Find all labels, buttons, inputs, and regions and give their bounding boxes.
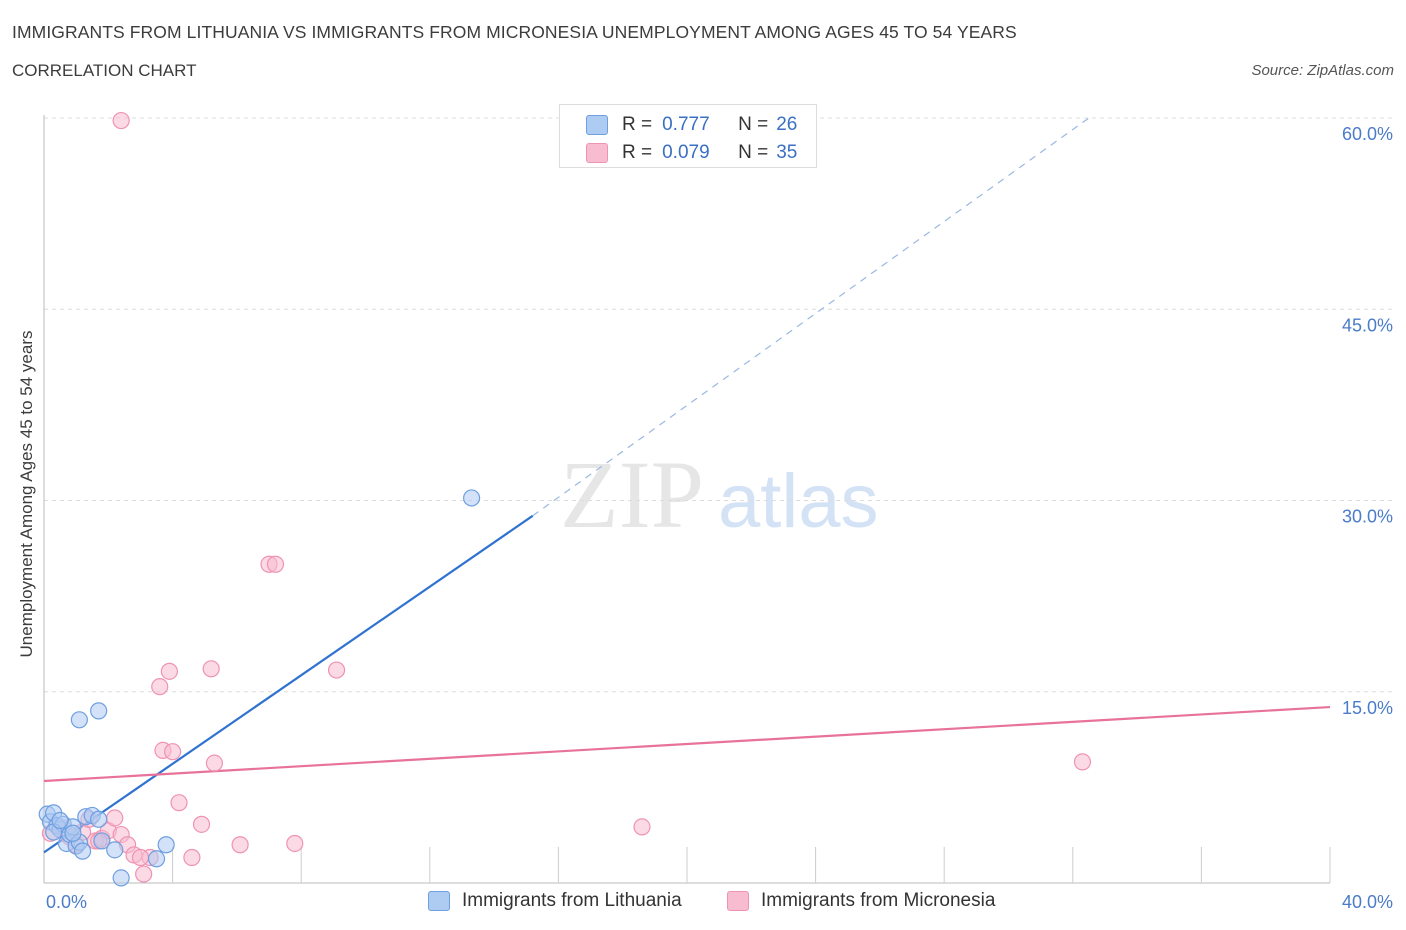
stats-legend: R = 0.777 N = 26 R = 0.079 N = 35 (559, 104, 817, 168)
micronesia-r-value: 0.079 (662, 142, 710, 163)
watermark-zip: ZIP (560, 441, 704, 548)
micronesia-trendline (43, 705, 1331, 783)
lithuania-point (147, 850, 166, 868)
micronesia-swatch (586, 143, 608, 163)
lithuania-point (157, 836, 175, 854)
data-points (38, 111, 1092, 887)
lithuania-swatch (586, 115, 608, 135)
lithuania-n-value: 26 (776, 114, 798, 135)
axes (43, 115, 1331, 884)
lithuania-point (70, 711, 88, 729)
micronesia-point (1073, 753, 1092, 771)
lithuania-trendline (43, 514, 534, 854)
lithuania-point (64, 824, 82, 842)
micronesia-point (327, 661, 346, 679)
micronesia-point (286, 834, 304, 853)
lithuania-swatch (428, 891, 450, 911)
x-tick-label: 0.0% (46, 892, 87, 912)
micronesia-point (202, 660, 220, 678)
trendlines (43, 117, 1331, 854)
legend-label-lithuania: Immigrants from Lithuania (462, 890, 682, 911)
y-tick-label: 15.0% (1342, 698, 1393, 718)
micronesia-point (112, 111, 130, 130)
lithuania-point (73, 842, 92, 860)
lithuania-trendline-extension (532, 117, 1090, 517)
micronesia-swatch (727, 891, 749, 911)
lithuania-point (90, 702, 108, 720)
micronesia-point (151, 678, 169, 696)
micronesia-point (160, 662, 178, 680)
micronesia-point (192, 815, 211, 833)
legend-label-micronesia: Immigrants from Micronesia (761, 890, 996, 911)
x-tick-label: 40.0% (1342, 892, 1393, 912)
y-tick-label: 30.0% (1342, 507, 1393, 527)
micronesia-point (135, 865, 153, 883)
micronesia-point (183, 848, 201, 867)
r-label: R = (622, 114, 653, 135)
micronesia-point (164, 743, 182, 761)
legend-row-lithuania: R = 0.777 N = 26 (586, 113, 797, 137)
tick-labels: 15.0% 30.0% 45.0% 60.0% 0.0% 40.0% (46, 124, 1393, 912)
lithuania-r-value: 0.777 (662, 114, 710, 135)
lithuania-point (51, 811, 69, 830)
legend-item-lithuania[interactable]: Immigrants from Lithuania (428, 890, 682, 912)
lithuania-point (106, 841, 124, 859)
legend-row-micronesia: R = 0.079 N = 35 (586, 141, 797, 165)
micronesia-point (266, 555, 285, 573)
y-tick-label: 45.0% (1342, 315, 1393, 335)
lithuania-point (462, 489, 481, 507)
micronesia-point (170, 794, 188, 812)
lithuania-point (90, 810, 108, 828)
micronesia-point (633, 818, 651, 836)
chart-subtitle: CORRELATION CHART (12, 61, 197, 80)
watermark: ZIP atlas (560, 441, 879, 548)
micronesia-point (106, 809, 124, 827)
watermark-atlas: atlas (718, 459, 879, 544)
n-label: N = (738, 142, 769, 163)
legend-item-micronesia[interactable]: Immigrants from Micronesia (727, 890, 995, 912)
lithuania-point (112, 869, 130, 887)
micronesia-point (131, 848, 150, 867)
micronesia-point (205, 754, 223, 772)
lithuania-point (93, 832, 111, 850)
r-label: R = (622, 142, 653, 163)
n-label: N = (738, 114, 769, 135)
micronesia-point (231, 836, 249, 854)
chart-title: IMMIGRANTS FROM LITHUANIA VS IMMIGRANTS … (12, 22, 1017, 42)
micronesia-n-value: 35 (776, 142, 798, 163)
gridlines (44, 117, 1395, 693)
y-tick-label: 60.0% (1342, 124, 1393, 144)
source-label: Source: ZipAtlas.com (1251, 62, 1394, 79)
